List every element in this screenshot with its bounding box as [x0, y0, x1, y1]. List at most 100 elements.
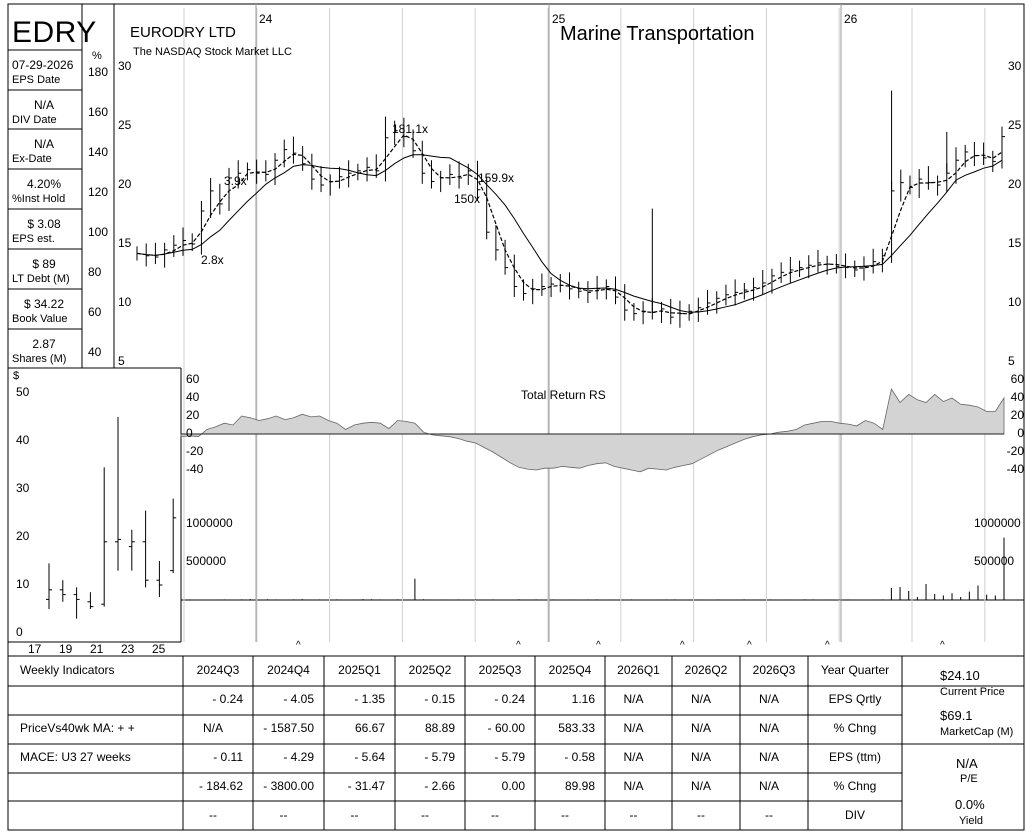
table-cell: -- [697, 808, 705, 822]
table-cell: - 0.24 [212, 692, 243, 706]
stat-label: Book Value [12, 313, 68, 325]
stat-label: Ex-Date [12, 153, 52, 165]
price-annotation: 159.9x [478, 171, 515, 185]
rs-tick-left: 40 [186, 390, 200, 404]
annual-x-tick: 17 [28, 642, 42, 656]
stat-label: EPS est. [12, 233, 55, 245]
quarter-header: 2024Q3 [196, 663, 240, 677]
table-cell: - 60.00 [487, 721, 525, 735]
year-marker-label: 26 [844, 12, 858, 26]
table-cell: N/A [690, 779, 711, 793]
annual-bars [46, 417, 177, 619]
table-cell: -- [561, 808, 569, 822]
price-tick-right: 10 [1008, 295, 1022, 309]
quarter-header: 2026Q3 [752, 663, 796, 677]
quarter-caret: ^ [825, 640, 830, 651]
table-cell: - 4.29 [283, 750, 314, 764]
table-cell: - 5.64 [354, 750, 385, 764]
quarter-header: 2025Q4 [548, 663, 592, 677]
annual-x-tick: 23 [121, 642, 135, 656]
price-tick-left: 20 [118, 177, 132, 191]
stat-value: 2.87 [32, 337, 56, 351]
price-tick-right: 25 [1008, 118, 1022, 132]
table-cell: 88.89 [424, 721, 455, 735]
rs-title: Total Return RS [521, 388, 606, 402]
row-label: Weekly Indicators [20, 663, 115, 677]
table-cell: - 31.47 [347, 779, 385, 793]
rs-tick-left: 0 [186, 426, 193, 440]
table-cell: 66.67 [354, 721, 385, 735]
table-cell: -- [350, 808, 359, 822]
pct-tick-label: 160 [88, 105, 109, 119]
stat-label: LT Debt (M) [12, 273, 70, 285]
table-cell: -- [421, 808, 429, 822]
quarter-header: 2025Q1 [338, 663, 381, 677]
table-cell: N/A [758, 750, 779, 764]
table-cell: N/A [202, 721, 223, 735]
pct-tick-label: 80 [88, 265, 102, 279]
volume-bars [180, 537, 1005, 600]
price-annotation: 3.9x [224, 174, 247, 188]
annual-y-tick: 0 [16, 625, 23, 639]
table-cell: 89.98 [564, 779, 595, 793]
table-cell: - 1587.50 [263, 721, 314, 735]
table-cell: - 5.79 [424, 750, 455, 764]
price-tick-left: 30 [118, 59, 132, 73]
price-tick-left: 15 [118, 236, 132, 250]
row-label: PriceVs40wk MA: + + [20, 721, 135, 735]
rs-tick-right: 0 [1017, 426, 1024, 440]
table-cell: N/A [758, 779, 779, 793]
pct-tick-label: 140 [88, 145, 109, 159]
table-cell: -- [765, 808, 773, 822]
price-tick-right: 30 [1008, 59, 1022, 73]
dollar-symbol: $ [13, 370, 20, 382]
industry-name: Marine Transportation [560, 23, 755, 45]
pct-tick-label: 40 [88, 345, 102, 359]
price-tick-left: 10 [118, 295, 132, 309]
annual-y-tick: 10 [16, 577, 30, 591]
rs-tick-left: 20 [186, 408, 200, 422]
annual-y-tick: 50 [16, 385, 30, 399]
quarter-header: 2025Q2 [408, 663, 452, 677]
table-cell: -- [491, 808, 499, 822]
stat-value: 4.20% [26, 177, 62, 191]
pct-tick-label: 180 [88, 65, 109, 79]
quarter-header: 2024Q4 [267, 663, 310, 677]
current-price-value: $24.10 [940, 668, 980, 683]
table-cell: N/A [623, 750, 644, 764]
vertical-gridlines [183, 4, 986, 642]
stat-value: $ 34.22 [23, 297, 65, 311]
volume-tick-left: 1000000 [186, 516, 233, 530]
price-annotation: 150x [454, 192, 481, 206]
row-right-label: DIV [844, 808, 865, 822]
quarter-header: 2026Q1 [617, 663, 660, 677]
stat-value: N/A [33, 137, 54, 151]
pct-tick-label: 60 [88, 305, 102, 319]
price-tick-left: 5 [118, 354, 125, 368]
rs-tick-right: 60 [1010, 372, 1024, 386]
price-annotation: 181.1x [392, 122, 429, 136]
table-cell: 0.00 [501, 779, 525, 793]
table-cell: N/A [623, 692, 644, 706]
quarter-caret: ^ [747, 640, 752, 651]
volume-tick-right: 1000000 [974, 516, 1021, 530]
table-cell: - 184.62 [198, 779, 243, 793]
table-cell: -- [279, 808, 288, 822]
rs-tick-left: -20 [186, 444, 204, 458]
company-name: EURODRY LTD [130, 24, 236, 41]
rs-tick-left: -40 [186, 462, 204, 476]
stat-label: EPS Date [12, 74, 61, 86]
stat-value: N/A [33, 98, 54, 112]
quarter-caret: ^ [516, 640, 521, 651]
rs-tick-right: 20 [1010, 408, 1024, 422]
rs-area [180, 387, 1005, 473]
price-bars [136, 90, 1005, 328]
annual-x-tick: 25 [152, 642, 166, 656]
pct-symbol: % [92, 50, 102, 62]
table-cell: N/A [758, 692, 779, 706]
table-cell: - 1.35 [354, 692, 385, 706]
table-cell: 1.16 [571, 692, 595, 706]
quarter-header: 2025Q3 [478, 663, 522, 677]
ma-40week-line [136, 154, 1003, 313]
table-cell: - 0.11 [213, 750, 243, 764]
